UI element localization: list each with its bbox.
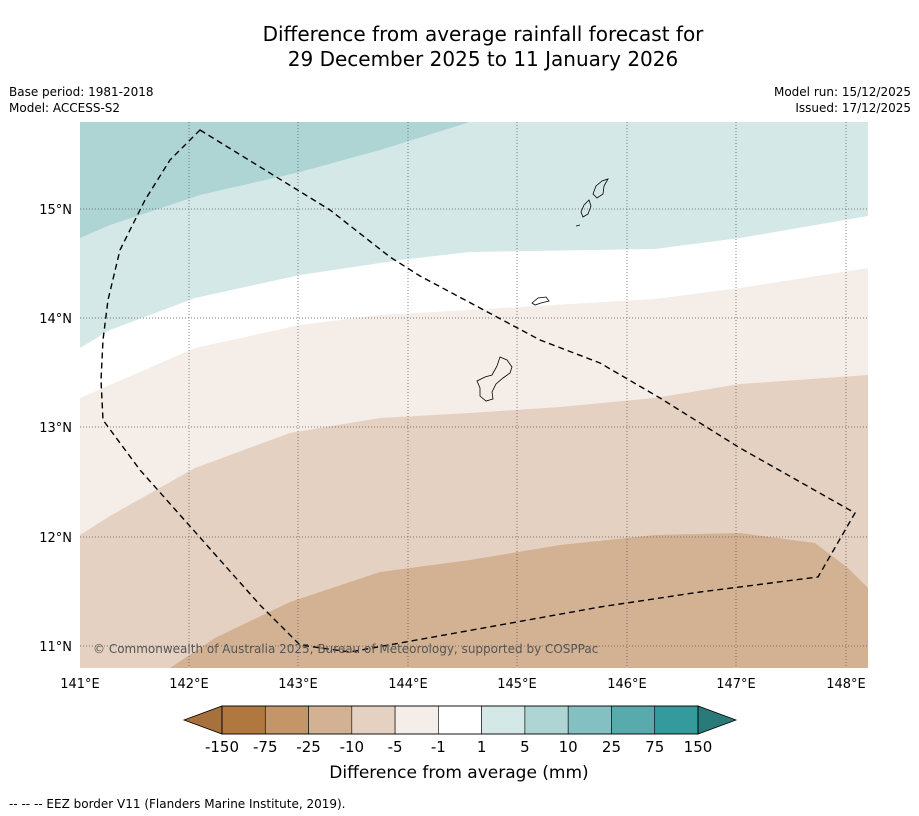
lat-tick-11: 11°N [39,640,72,655]
lon-tick-144: 144°E [388,677,428,692]
colorbar-tick-label: -150 [205,738,239,756]
meta-right: Model run: 15/12/2025 Issued: 17/12/2025 [774,84,911,116]
meta-left: Base period: 1981-2018 Model: ACCESS-S2 [9,84,154,116]
colorbar-cell [394,705,439,735]
colorbar-under-arrow [182,705,223,735]
rota-island [531,296,550,306]
colorbar-tick-label: 25 [602,738,621,756]
chart-title: Difference from average rainfall forecas… [0,22,919,72]
colorbar-outline [221,705,699,735]
colorbar-tick-label: -75 [253,738,278,756]
colorbar: -150 -75 -25 -10 -5 -1 1 5 10 25 75 150 Difference … [182,705,738,783]
tinian-island [580,199,592,218]
lat-tick-14: 14°N [39,312,72,327]
lon-tick-147: 147°E [716,677,756,692]
colorbar-cell [221,705,266,735]
map-panel: © Commonwealth of Australia 2025, Bureau… [80,122,868,668]
colorbar-cell [438,705,482,735]
lat-tick-15: 15°N [39,203,72,218]
title-line-1: Difference from average rainfall forecas… [262,22,704,46]
aguijan-islet [575,224,581,227]
copyright-text: © Commonwealth of Australia 2025, Bureau… [93,642,598,656]
lon-tick-labels: 141°E 142°E 143°E 144°E 145°E 146°E 147°… [60,677,866,692]
guam-island [476,356,513,402]
colorbar-label: Difference from average (mm) [329,763,588,783]
colorbar-tick-label: 75 [645,738,664,756]
colorbar-tick-label: -5 [388,738,403,756]
lon-tick-146: 146°E [607,677,647,692]
eez-border [100,129,856,653]
colorbar-tick-label: 150 [684,738,713,756]
model-run: Model run: 15/12/2025 [773,85,911,99]
colorbar-tick-label: 1 [477,738,487,756]
colorbar-tick-label: -1 [431,738,446,756]
colorbar-tick-labels: -150 -75 -25 -10 -5 -1 1 5 10 25 75 150 [205,738,712,756]
lon-tick-142: 142°E [169,677,209,692]
colorbar-cell [654,705,699,735]
colorbar-tick-label: -25 [296,738,321,756]
footer-note: -- -- -- EEZ border V11 (Flanders Marine… [9,797,346,811]
contour-bands: © Commonwealth of Australia 2025, Bureau… [80,122,868,668]
model-name: Model: ACCESS-S2 [9,101,121,115]
lon-tick-145: 145°E [497,677,537,692]
colorbar-cell [524,705,569,735]
band-5-to-10 [80,122,470,238]
band-minus-25-to-minus-10 [170,533,868,668]
gridlines [80,122,868,668]
lon-tick-143: 143°E [278,677,318,692]
colorbar-cells [221,705,699,735]
base-period: Base period: 1981-2018 [9,85,154,99]
colorbar-tick-label: 5 [520,738,530,756]
islands [476,178,609,402]
lat-tick-12: 12°N [39,531,72,546]
colorbar-over-arrow [697,705,738,735]
saipan-island [592,178,609,199]
colorbar-cell [611,705,656,735]
colorbar-cell [308,705,353,735]
lat-tick-labels: 15°N 14°N 13°N 12°N 11°N [39,203,72,655]
colorbar-cell [481,705,526,735]
lat-tick-13: 13°N [39,421,72,436]
colorbar-cell [264,705,309,735]
issued-date: Issued: 17/12/2025 [795,101,911,115]
colorbar-cell [567,705,612,735]
colorbar-tick-label: -10 [340,738,365,756]
lon-tick-148: 148°E [826,677,866,692]
lon-tick-141: 141°E [60,677,100,692]
title-line-2: 29 December 2025 to 11 January 2026 [287,47,679,71]
colorbar-cell [351,705,396,735]
colorbar-tick-label: 10 [559,738,578,756]
